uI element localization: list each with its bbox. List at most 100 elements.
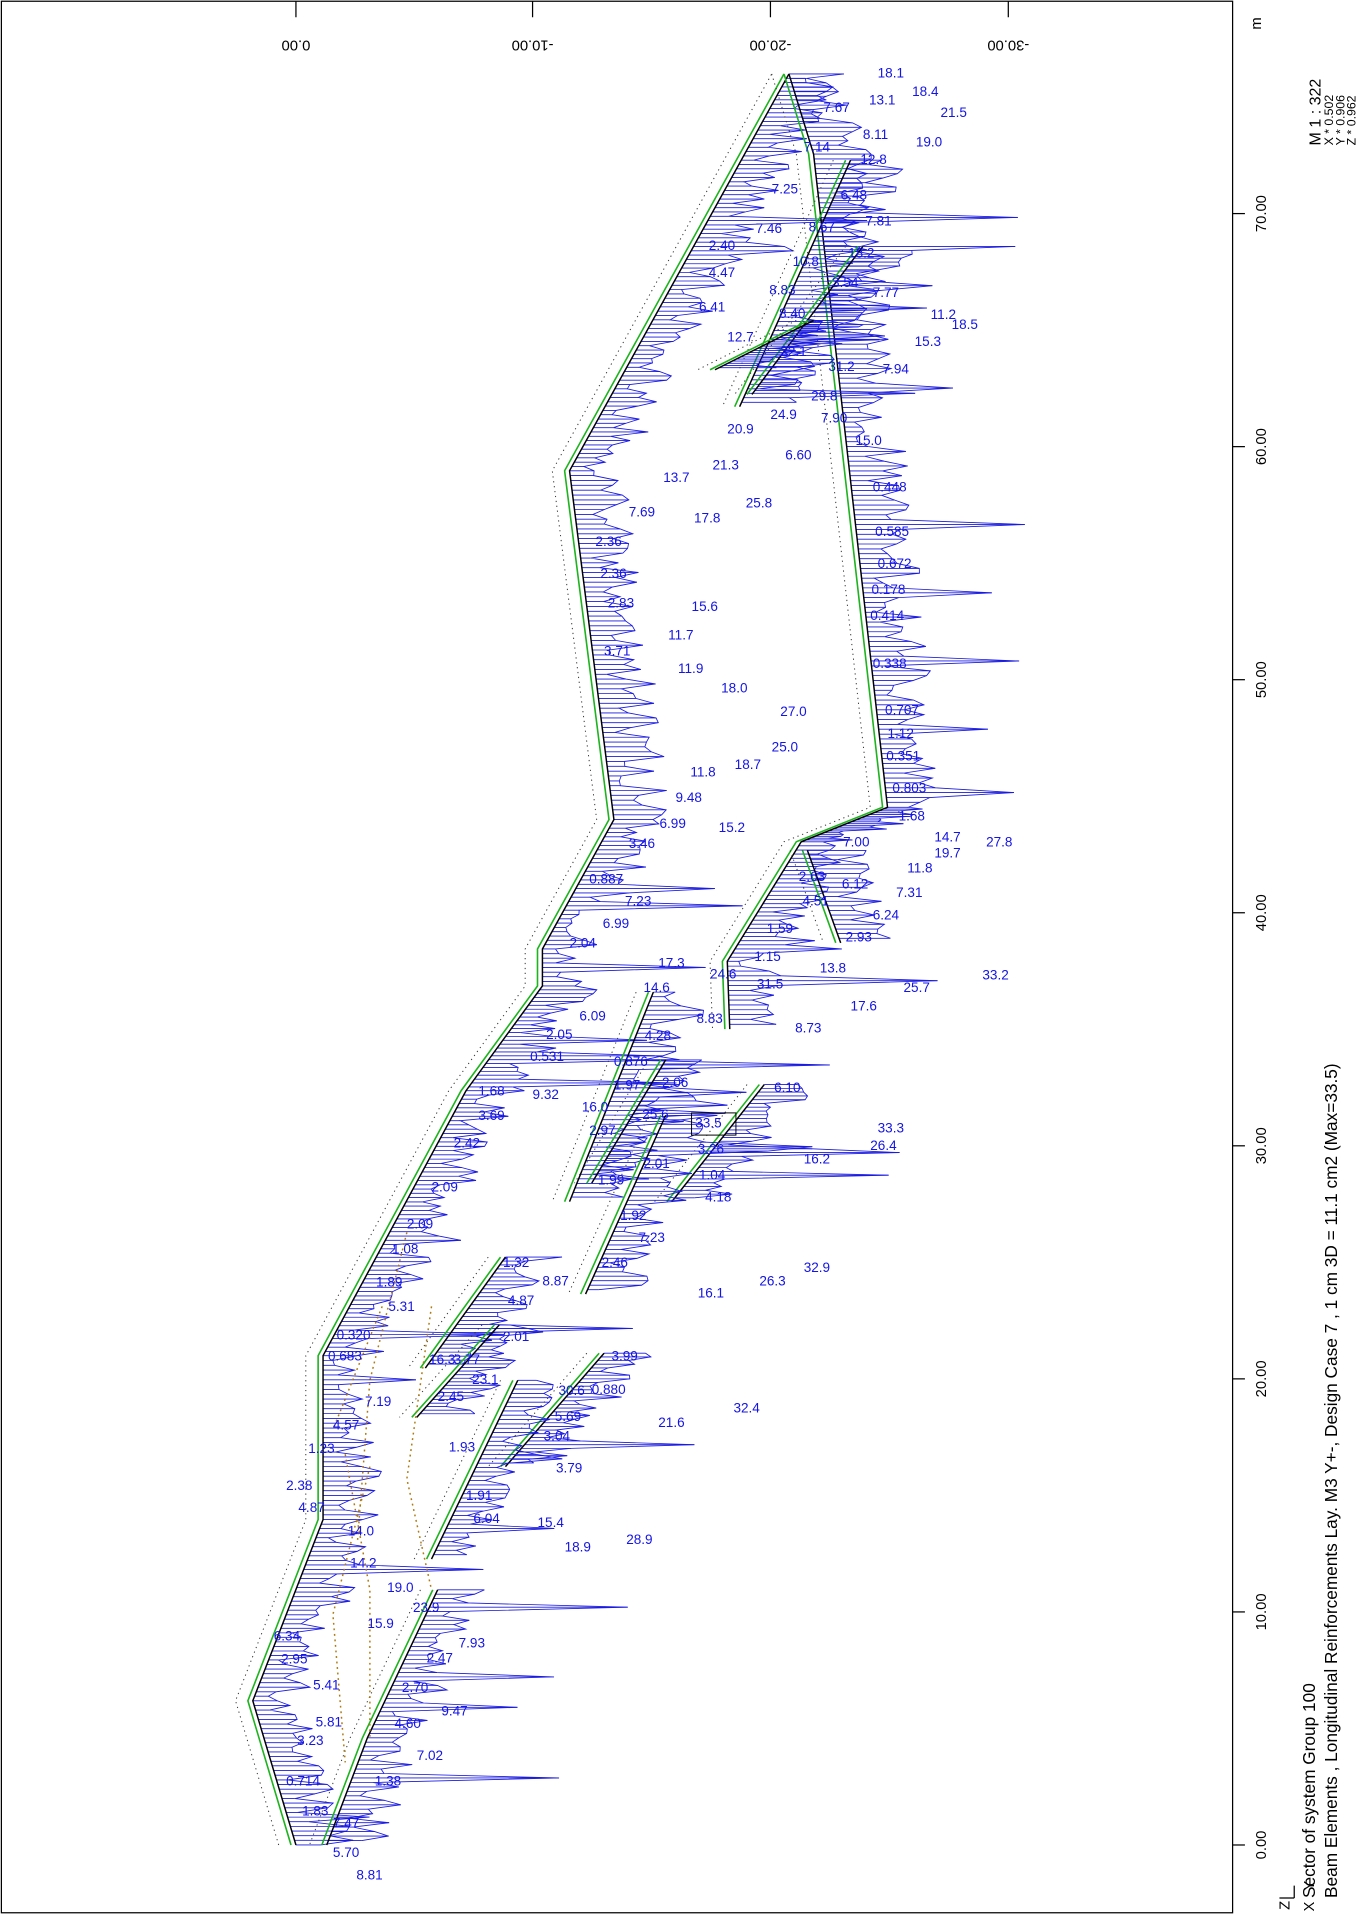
value-label: 32.9 [804, 1260, 830, 1275]
beam-dotted [235, 73, 773, 1846]
value-label: 8.83 [696, 1011, 722, 1026]
beam-dotted [567, 1115, 649, 1295]
value-label: 0.351 [886, 748, 920, 763]
value-label: 9.32 [533, 1087, 559, 1102]
value-label: 1.15 [754, 949, 780, 964]
value-label: 3.71 [604, 644, 630, 659]
value-label: 30.6 [558, 1383, 584, 1398]
value-label: 9.48 [676, 790, 702, 805]
axis-icon-label: Y [1302, 1881, 1318, 1891]
value-label: 11.9 [678, 661, 703, 676]
dotted-line [356, 1232, 408, 1541]
beam [806, 850, 842, 944]
beam-dotted [721, 160, 834, 407]
value-label: 1.89 [376, 1275, 402, 1290]
value-label: 0.880 [592, 1382, 626, 1397]
top-tick-label: -10.00 [512, 36, 554, 52]
envelope [755, 320, 880, 369]
value-label: 19.0 [387, 1580, 413, 1595]
value-label: 1.68 [899, 809, 925, 824]
dotted-line [344, 1454, 371, 1738]
hatch [754, 246, 1016, 391]
value-label: 15.2 [719, 820, 745, 835]
beam-offset [801, 850, 837, 944]
value-label: 6.04 [473, 1511, 500, 1526]
axis-icon-label: X [1302, 1902, 1318, 1912]
factor: Z * 0.962 [1344, 95, 1356, 145]
side-tick-label: 30.00 [1254, 1127, 1270, 1164]
value-label: 15.9 [367, 1616, 393, 1631]
beam [252, 73, 790, 1846]
axis-icon [1279, 1885, 1295, 1899]
value-label: 7.90 [821, 411, 847, 426]
hatch [428, 1256, 633, 1365]
value-label: 7.46 [756, 221, 782, 236]
value-label: 17.8 [694, 510, 720, 525]
side-tick-label: 20.00 [1254, 1360, 1270, 1397]
value-label: 31.5 [757, 976, 783, 991]
value-label: 0.887 [589, 872, 623, 887]
beam-offset [419, 1256, 502, 1369]
value-label: 4.18 [705, 1190, 731, 1205]
value-label: 2.40 [709, 238, 735, 253]
value-label: 13.8 [820, 960, 846, 975]
value-label: 3.26 [698, 1141, 724, 1156]
value-label: 8.81 [356, 1867, 382, 1882]
value-label: 2.42 [454, 1135, 480, 1150]
value-label: 12.8 [860, 152, 886, 167]
value-label: 8.73 [795, 1021, 821, 1036]
side-tick-label: 0.00 [1254, 1831, 1270, 1860]
value-label: 3.69 [478, 1108, 504, 1123]
value-label: 2.06 [662, 1075, 688, 1090]
side-tick-label: 40.00 [1254, 894, 1270, 931]
value-label: 0.876 [614, 1054, 648, 1069]
value-label: 2.63 [799, 869, 825, 884]
value-label: 2.01 [503, 1329, 529, 1344]
value-label: 16.1 [698, 1286, 724, 1301]
value-label: 7.19 [365, 1394, 391, 1409]
value-labels: 18.1 18.421.5 7.67 13.1 8.11 19.0 7.14 12.8 7.25… [274, 66, 1013, 1883]
value-label: 29.8 [811, 388, 837, 403]
value-label: 2.45 [438, 1389, 464, 1404]
value-label: 5.81 [316, 1715, 342, 1730]
value-label: 20.9 [727, 422, 753, 437]
value-label: 28.9 [626, 1532, 652, 1547]
beam-offset [721, 73, 884, 1030]
value-label: 7.69 [629, 504, 655, 519]
value-label: 6.41 [699, 300, 725, 315]
frame [0, 0, 1234, 1914]
value-label: 17.3 [658, 955, 684, 970]
beam-dotted [309, 1589, 421, 1846]
hatch [807, 849, 891, 939]
value-label: 8.83 [769, 282, 795, 297]
value-label: 7.94 [883, 361, 910, 376]
beam-offset [709, 319, 809, 371]
envelope [348, 1589, 628, 1841]
value-label: 6.48 [841, 188, 867, 203]
value-label: 3.99 [611, 1349, 637, 1364]
value-label: 0.178 [871, 582, 905, 597]
value-label: 15.0 [855, 433, 881, 448]
beam-offset [411, 1324, 495, 1418]
value-label: 25.6 [642, 1107, 668, 1122]
value-label: 2.01 [643, 1156, 669, 1171]
value-label: 1.97 [614, 1077, 640, 1092]
value-label: 4.87 [298, 1500, 324, 1515]
beam [416, 1324, 500, 1418]
value-label: 8.67 [809, 220, 835, 235]
value-label: 0.448 [873, 480, 907, 495]
value-label: 1.91 [466, 1488, 492, 1503]
value-label: 2.09 [407, 1217, 433, 1232]
value-label: 33.2 [982, 968, 1008, 983]
value-label: 22.1 [780, 344, 806, 359]
value-label: 1.83 [302, 1803, 328, 1818]
value-label: 0.338 [873, 656, 907, 671]
side-tick-label: 60.00 [1254, 428, 1270, 465]
value-label: 13.1 [869, 93, 895, 108]
value-label: 7.81 [865, 213, 891, 228]
value-label: 4.87 [508, 1293, 534, 1308]
value-label: 18.1 [878, 66, 904, 81]
value-label: 3.46 [629, 836, 655, 851]
value-label: 5.69 [555, 1409, 581, 1424]
